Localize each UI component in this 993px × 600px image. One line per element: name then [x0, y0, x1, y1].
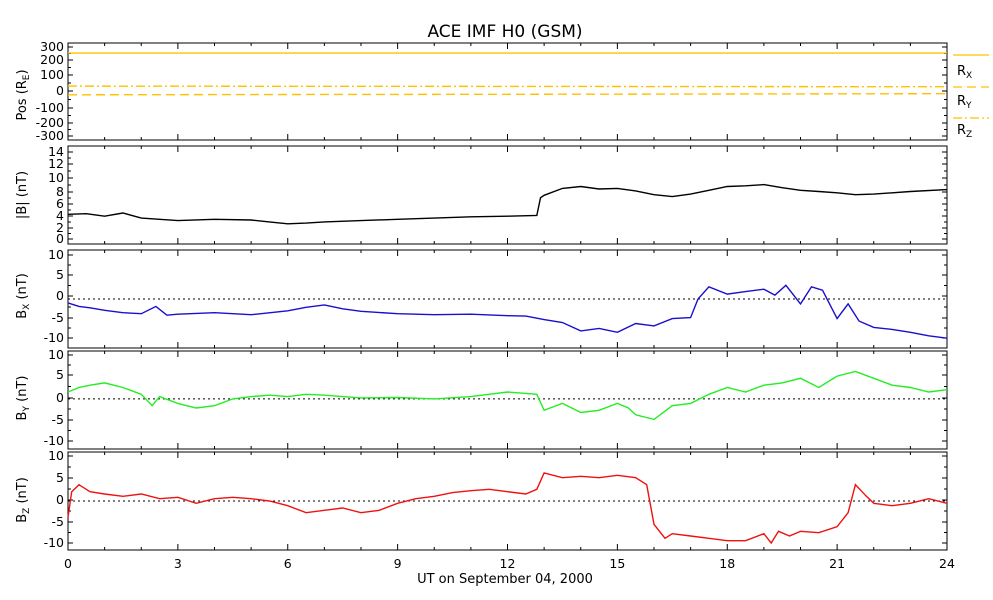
y-tick-label: 12 [48, 156, 64, 171]
y-tick-label: 5 [56, 267, 64, 282]
y-axis-label: BX (nT) [15, 273, 32, 319]
x-axis-label: UT on September 04, 2000 [417, 572, 593, 587]
x-tick-label: 0 [64, 556, 72, 571]
chart-title: ACE IMF H0 (GSM) [427, 22, 582, 42]
x-tick-label: 18 [719, 556, 735, 571]
x-tick-label: 24 [939, 556, 955, 571]
x-tick-label: 12 [500, 556, 516, 571]
y-tick-label: 10 [48, 170, 64, 185]
y-tick-label: 2 [56, 220, 64, 235]
y-tick-label: 6 [56, 196, 64, 211]
panel-frame [67, 42, 948, 141]
y-tick-label: 100 [40, 67, 64, 82]
x-axis: 0 3 6 9 12 15 18 21 24 [64, 556, 955, 571]
y-tick-label: -300 [36, 128, 64, 143]
x-tick-label: 21 [829, 556, 845, 571]
panel-bz: 10 5 0 -5 -10 BZ (nT) [15, 448, 948, 551]
position-legend: RX RY RZ [953, 54, 989, 140]
y-tick-label: 5 [56, 367, 64, 382]
panel-by: 10 5 0 -5 -10 BY (nT) [15, 347, 948, 450]
panel-bx: 10 5 0 -5 -10 BX (nT) [15, 247, 948, 349]
x-tick-label: 9 [394, 556, 402, 571]
y-tick-label: -5 [52, 514, 64, 529]
y-tick-label: -200 [36, 115, 64, 130]
x-tick-label: 3 [174, 556, 182, 571]
panel-frame [67, 145, 948, 245]
y-tick-label: -10 [44, 433, 64, 448]
legend-label: RZ [957, 123, 972, 140]
y-tick-label: 4 [56, 208, 64, 223]
y-tick-label: 0 [56, 390, 64, 405]
y-axis-label: Pos (RE) [15, 69, 32, 120]
y-tick-label: 0 [56, 231, 64, 246]
y-tick-label: -100 [36, 100, 64, 115]
series-line [67, 370, 948, 421]
series-line [67, 93, 948, 96]
y-tick-label: -5 [52, 310, 64, 325]
y-tick-label: 0 [56, 83, 64, 98]
y-tick-label: 10 [48, 448, 64, 463]
legend-label: RX [957, 64, 972, 81]
series-line [67, 472, 948, 545]
y-tick-label: 200 [40, 52, 64, 67]
y-tick-label: 5 [56, 470, 64, 485]
y-tick-label: -5 [52, 412, 64, 427]
panel-frame [67, 350, 948, 450]
x-tick-label: 15 [609, 556, 625, 571]
y-tick-label: 10 [48, 247, 64, 262]
x-tick-label: 6 [284, 556, 292, 571]
y-tick-label: -10 [44, 535, 64, 550]
series-line [67, 85, 948, 88]
y-axis-label: |B| (nT) [15, 171, 30, 219]
y-tick-label: 8 [56, 184, 64, 199]
y-tick-label: 10 [48, 347, 64, 362]
y-tick-label: 300 [40, 39, 64, 54]
series-line [67, 183, 948, 225]
y-axis-label: BZ (nT) [15, 477, 32, 523]
y-tick-label: 14 [48, 144, 64, 159]
y-axis-label: BY (nT) [15, 376, 32, 421]
series-line [67, 284, 948, 339]
y-tick-label: -10 [44, 330, 64, 345]
y-tick-label: 0 [56, 492, 64, 507]
legend-label: RY [957, 94, 972, 111]
y-tick-label: 0 [56, 288, 64, 303]
